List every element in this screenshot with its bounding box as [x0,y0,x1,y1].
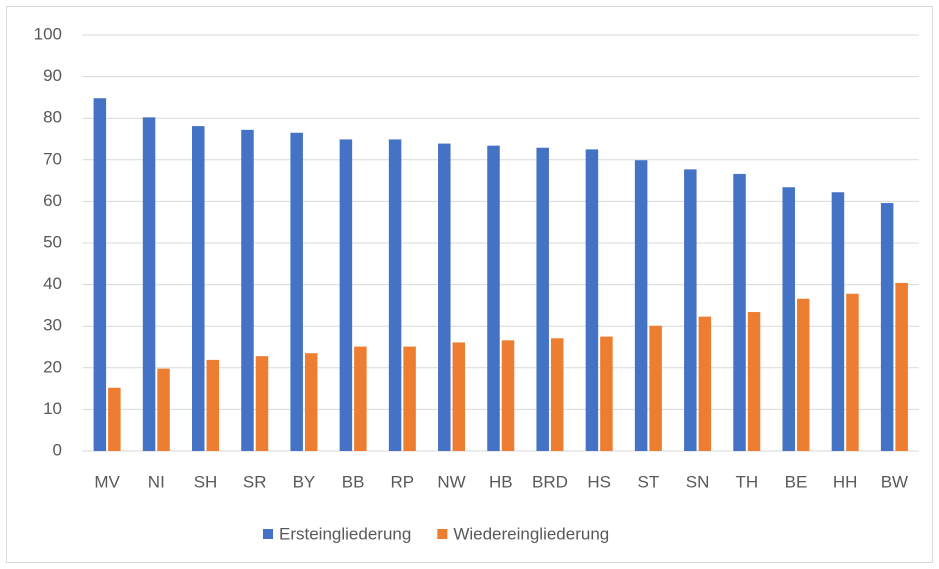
bar [895,282,908,451]
y-tick-label: 20 [43,357,62,376]
bar [846,293,859,451]
x-tick-label: BB [342,472,365,491]
legend-label: Ersteingliederung [279,524,411,543]
x-tick-label: SH [194,472,218,491]
x-tick-label: BRD [532,472,568,491]
y-tick-label: 30 [43,316,62,335]
x-tick-label: MV [94,472,120,491]
y-tick-label: 90 [43,66,62,85]
y-tick-label: 80 [43,108,62,127]
bar [157,368,170,451]
bar [796,298,810,451]
bar [634,160,648,451]
x-tick-label: NW [437,472,465,491]
bar [354,346,367,451]
x-tick-label: SR [243,472,267,491]
y-tick-label: 50 [43,232,62,251]
bar [339,139,353,451]
y-tick-label: 0 [53,440,62,459]
bar [733,173,746,451]
y-tick-label: 70 [43,149,62,168]
bar [93,98,107,452]
bar [536,147,549,451]
bar [241,129,254,451]
y-tick-label: 100 [34,24,62,43]
bar [142,117,156,452]
x-tick-label: BE [785,472,808,491]
x-tick-label: RP [391,472,415,491]
x-tick-label: BY [293,472,316,491]
bar [290,132,303,451]
bar [487,145,500,451]
x-tick-label: HS [587,472,611,491]
y-tick-label: 60 [43,191,62,210]
bar [403,346,416,451]
bar [255,356,269,451]
bar [649,325,662,451]
bar [782,187,795,452]
y-tick-label: 40 [43,274,62,293]
bar [388,139,402,451]
bar [438,143,451,452]
y-tick-label: 10 [43,399,62,418]
bar [684,169,697,452]
bar [600,336,613,451]
bar [880,203,894,451]
x-tick-label: SN [686,472,710,491]
bar [831,192,845,452]
x-tick-label: BW [881,472,908,491]
bar [747,312,761,451]
legend-swatch [437,529,448,539]
x-tick-label: NI [148,472,165,491]
bar [108,387,121,451]
legend-label: Wiedereingliederung [453,524,609,543]
bar [192,126,205,451]
bar [206,359,220,451]
bar [698,316,712,451]
x-tick-label: HB [489,472,513,491]
x-tick-label: HH [833,472,858,491]
bar [585,149,599,451]
bar [452,342,466,451]
legend-swatch [263,529,273,539]
bar [550,338,564,451]
x-tick-label: TH [735,472,758,491]
bar [304,353,318,451]
x-tick-label: ST [638,472,660,491]
bar [501,340,515,451]
